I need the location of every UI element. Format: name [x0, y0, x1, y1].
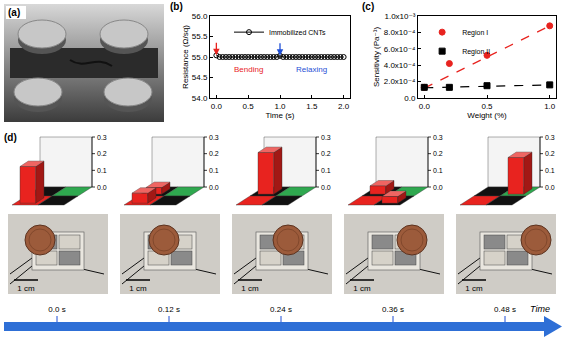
- svg-text:0.24 s: 0.24 s: [270, 305, 292, 314]
- svg-text:Immobilized CNTs: Immobilized CNTs: [269, 29, 326, 36]
- svg-text:0.2: 0.2: [545, 150, 555, 157]
- svg-text:0.0: 0.0: [404, 94, 416, 103]
- svg-text:Time (s): Time (s): [265, 111, 294, 120]
- svg-text:6.0x10⁻⁴: 6.0x10⁻⁴: [384, 45, 416, 54]
- svg-text:0.0: 0.0: [211, 102, 223, 111]
- svg-text:Region II: Region II: [462, 48, 490, 56]
- svg-text:0.48 s: 0.48 s: [494, 305, 516, 314]
- svg-text:0.1: 0.1: [433, 167, 443, 174]
- svg-text:54.5: 54.5: [192, 73, 208, 82]
- svg-text:8.0x10⁻⁴: 8.0x10⁻⁴: [384, 28, 416, 37]
- svg-text:0.1: 0.1: [209, 167, 219, 174]
- svg-text:0.3: 0.3: [433, 134, 443, 141]
- svg-text:0.2: 0.2: [97, 150, 107, 157]
- svg-text:1 cm: 1 cm: [241, 284, 259, 293]
- svg-text:Time: Time: [530, 304, 550, 314]
- svg-text:0.2: 0.2: [321, 150, 331, 157]
- svg-text:0.3: 0.3: [321, 134, 331, 141]
- svg-text:0.0: 0.0: [321, 184, 331, 191]
- svg-text:(d): (d): [4, 132, 17, 143]
- svg-text:0.5: 0.5: [243, 102, 255, 111]
- svg-text:1 cm: 1 cm: [465, 284, 483, 293]
- svg-text:0.0 s: 0.0 s: [48, 305, 65, 314]
- svg-text:1.0: 1.0: [274, 102, 286, 111]
- svg-text:Resistance (Ω/sq): Resistance (Ω/sq): [181, 25, 190, 89]
- svg-text:55.0: 55.0: [192, 53, 208, 62]
- svg-text:56.0: 56.0: [192, 12, 208, 21]
- svg-text:(c): (c): [362, 1, 374, 12]
- svg-text:1.5: 1.5: [306, 102, 318, 111]
- svg-text:54.0: 54.0: [192, 94, 208, 103]
- svg-text:0.5: 0.5: [481, 102, 493, 111]
- svg-text:4.0x10⁻⁴: 4.0x10⁻⁴: [384, 61, 416, 70]
- svg-text:1.0x10⁻³: 1.0x10⁻³: [384, 12, 415, 21]
- svg-text:Relaxing: Relaxing: [296, 65, 327, 74]
- svg-text:0.12 s: 0.12 s: [158, 305, 180, 314]
- svg-text:1 cm: 1 cm: [353, 284, 371, 293]
- svg-text:0.0: 0.0: [419, 102, 431, 111]
- svg-text:Weight (%): Weight (%): [467, 111, 507, 120]
- svg-text:2.0: 2.0: [338, 102, 350, 111]
- svg-text:0.2: 0.2: [209, 150, 219, 157]
- svg-text:0.0: 0.0: [545, 184, 555, 191]
- svg-text:0.1: 0.1: [97, 167, 107, 174]
- svg-text:1 cm: 1 cm: [17, 284, 35, 293]
- svg-text:0.1: 0.1: [545, 167, 555, 174]
- svg-text:1 cm: 1 cm: [129, 284, 147, 293]
- svg-text:0.2: 0.2: [433, 150, 443, 157]
- svg-text:0.3: 0.3: [97, 134, 107, 141]
- svg-text:0.1: 0.1: [321, 167, 331, 174]
- svg-text:2.0x10⁻⁴: 2.0x10⁻⁴: [384, 77, 416, 86]
- svg-text:(b): (b): [170, 1, 183, 12]
- svg-text:0.3: 0.3: [209, 134, 219, 141]
- svg-text:Bending: Bending: [234, 65, 263, 74]
- svg-text:1.0: 1.0: [544, 102, 556, 111]
- svg-text:0.3: 0.3: [545, 134, 555, 141]
- svg-text:55.5: 55.5: [192, 32, 208, 41]
- svg-text:0.0: 0.0: [209, 184, 219, 191]
- svg-text:(a): (a): [8, 7, 20, 18]
- svg-text:Sensitivity (Pa⁻¹): Sensitivity (Pa⁻¹): [372, 27, 381, 88]
- svg-text:Region I: Region I: [462, 29, 488, 37]
- svg-text:0.0: 0.0: [97, 184, 107, 191]
- svg-text:0.0: 0.0: [433, 184, 443, 191]
- svg-text:0.36 s: 0.36 s: [382, 305, 404, 314]
